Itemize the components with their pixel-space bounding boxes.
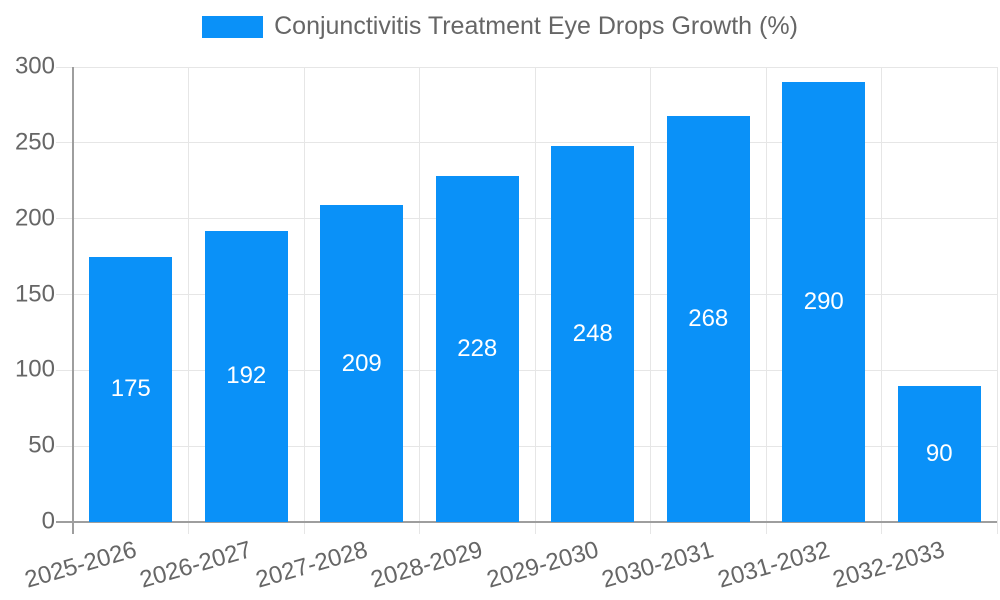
y-axis-line: [71, 67, 74, 534]
bar-value-label: 248: [572, 319, 613, 347]
bar-value-label: 192: [226, 362, 267, 390]
gridline-horizontal: [56, 66, 997, 68]
bar-value-label: 228: [457, 335, 498, 363]
gridline-vertical: [996, 67, 998, 534]
bar[interactable]: 268: [666, 115, 750, 522]
x-tick-label: 2032-2033: [830, 536, 949, 594]
x-tick-label: 2027-2028: [252, 536, 371, 594]
x-tick-label: 2028-2029: [368, 536, 487, 594]
x-tick-label: 2029-2030: [483, 536, 602, 594]
gridline-vertical: [303, 67, 305, 534]
bar-value-label: 290: [803, 288, 844, 316]
bar[interactable]: 90: [897, 385, 981, 522]
bar-value-label: 268: [688, 304, 729, 332]
y-tick-label: 200: [14, 204, 55, 232]
bar[interactable]: 175: [89, 256, 173, 522]
bar[interactable]: 290: [782, 82, 866, 522]
legend-label: Conjunctivitis Treatment Eye Drops Growt…: [274, 12, 798, 40]
gridline-horizontal: [56, 218, 997, 220]
bar[interactable]: 228: [435, 176, 519, 522]
y-tick-label: 250: [14, 128, 55, 156]
bar[interactable]: 209: [320, 205, 404, 522]
x-tick-label: 2025-2026: [21, 536, 140, 594]
gridline-horizontal: [56, 445, 997, 447]
gridline-vertical: [534, 67, 536, 534]
gridline-horizontal: [56, 369, 997, 371]
y-tick-label: 100: [14, 355, 55, 383]
gridline-vertical: [650, 67, 651, 534]
bar[interactable]: 248: [551, 145, 635, 522]
gridline-horizontal: [56, 294, 997, 295]
y-tick-label: 50: [28, 431, 55, 459]
gridline-vertical: [419, 67, 420, 534]
y-tick-label: 150: [14, 279, 55, 307]
bar[interactable]: 192: [204, 230, 288, 522]
y-tick-label: 0: [41, 507, 55, 535]
legend[interactable]: Conjunctivitis Treatment Eye Drops Growt…: [0, 12, 1000, 41]
x-axis-line: [56, 520, 997, 523]
x-tick-label: 2030-2031: [599, 536, 718, 594]
y-tick-label: 300: [14, 52, 55, 80]
x-tick-label: 2031-2032: [714, 536, 833, 594]
legend-swatch: [202, 15, 264, 38]
x-tick-label: 2026-2027: [137, 536, 256, 594]
gridline-vertical: [188, 67, 189, 534]
gridline-vertical: [765, 67, 767, 534]
bar-value-label: 175: [110, 375, 151, 403]
bar-value-label: 209: [341, 349, 382, 377]
bar-value-label: 90: [925, 439, 953, 467]
gridline-horizontal: [56, 142, 997, 144]
gridline-vertical: [881, 67, 882, 534]
